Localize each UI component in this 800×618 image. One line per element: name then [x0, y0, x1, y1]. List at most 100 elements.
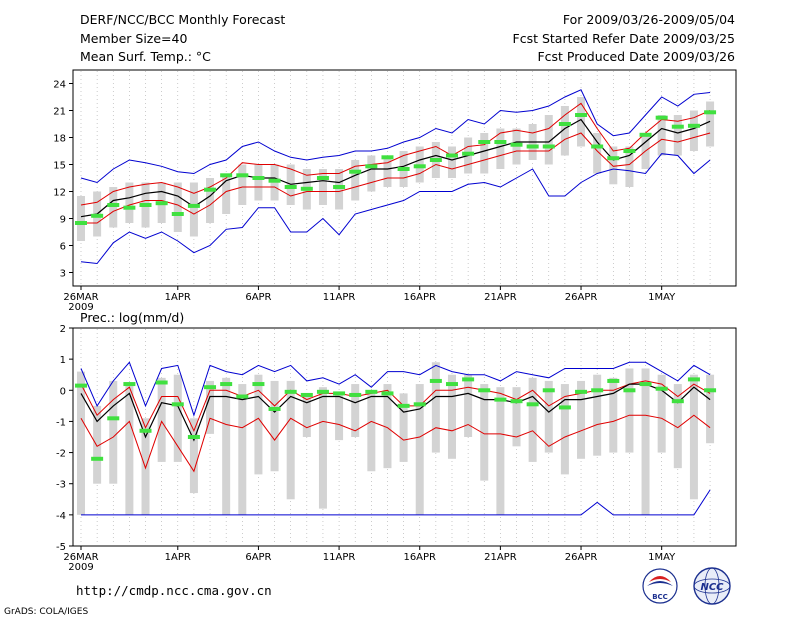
- temp-spread-box: [544, 115, 553, 165]
- temp-climatology-mark: [187, 203, 200, 208]
- prec-xtick-year: 2009: [68, 562, 93, 573]
- prec-climatology-mark: [171, 402, 184, 407]
- ncc-logo-text: NCC: [700, 582, 724, 593]
- temp-climatology-mark: [107, 203, 120, 207]
- prec-xtick-label: 11APR: [323, 552, 356, 563]
- temp-climatology-mark: [123, 205, 136, 210]
- temp-xtick-label: 16APR: [403, 292, 436, 303]
- prec-climatology-mark: [75, 383, 87, 388]
- prec-climatology-mark: [123, 382, 136, 387]
- temp-series-max-line: [80, 89, 711, 184]
- prec-spread-box: [238, 384, 247, 515]
- temp-ytick-label: 15: [53, 161, 66, 172]
- temp-climatology-mark: [284, 185, 297, 189]
- temperature-panel: 3 6 9 12 15 18 21 24 26MAR 1APR 6APR 11APR 16APR 21AP…: [53, 69, 737, 313]
- temp-climatology-mark: [494, 140, 507, 144]
- temp-spread-box: [480, 133, 489, 174]
- temp-climatology-mark: [75, 221, 87, 225]
- prec-climatology-mark: [284, 389, 297, 394]
- prec-climatology-mark: [494, 397, 507, 402]
- temp-spread-box: [673, 115, 682, 156]
- temp-spread-box: [560, 106, 569, 156]
- prec-spread-box: [480, 384, 489, 481]
- website-url: http://cmdp.ncc.cma.gov.cn: [76, 583, 272, 598]
- temp-climatology-mark: [413, 164, 426, 169]
- temp-spread-box: [206, 178, 215, 223]
- temp-spread-box: [367, 155, 376, 192]
- prec-ytick-label: -2: [56, 449, 66, 460]
- prec-climatology-mark: [316, 389, 329, 394]
- prec-spread-box: [528, 377, 537, 462]
- temp-series-mean-line: [80, 118, 711, 218]
- prec-spread-box: [367, 393, 376, 472]
- temp-spread-box: [335, 169, 344, 210]
- prec-spread-box: [254, 374, 263, 475]
- prec-spread-box: [189, 418, 198, 494]
- prec-climatology-mark: [462, 377, 475, 382]
- prec-climatology-mark: [204, 385, 217, 390]
- temp-series-lower-line: [81, 132, 711, 224]
- prec-climatology-mark: [591, 388, 604, 393]
- temp-xtick-label: 26MAR: [63, 292, 98, 303]
- prec-xtick-label: 6APR: [245, 552, 271, 563]
- prec-xtick-label: 26APR: [565, 552, 598, 563]
- prec-spread-box: [512, 387, 521, 447]
- temp-climatology-mark: [300, 186, 313, 191]
- temp-climatology-mark: [510, 142, 523, 147]
- temp-spread-box: [77, 196, 85, 241]
- prec-spread-box: [157, 377, 166, 462]
- temp-spread-box: [706, 101, 715, 147]
- prec-climatology-mark: [413, 402, 426, 407]
- temp-spread-box: [222, 173, 231, 214]
- prec-xtick-label: 1MAY: [648, 552, 676, 563]
- bcc-logo: BCC: [642, 568, 678, 604]
- prec-climatology-mark: [655, 386, 668, 391]
- temp-climatology-mark: [139, 203, 152, 207]
- prec-ytick-label: 2: [60, 324, 66, 335]
- prec-spread-box: [609, 377, 618, 453]
- prec-climatology-mark: [365, 389, 378, 394]
- prec-spread-box: [464, 374, 473, 437]
- prec-spread-box: [399, 393, 408, 462]
- temp-climatology-mark: [252, 176, 265, 180]
- prec-climatology-mark: [445, 382, 458, 387]
- prec-spread-box: [544, 380, 553, 453]
- temp-climatology-mark: [591, 144, 604, 149]
- temp-xtick-label: 11APR: [323, 292, 356, 303]
- temp-spread-box: [254, 164, 263, 201]
- temp-climatology-mark: [575, 113, 588, 117]
- temp-spread-box: [577, 97, 586, 147]
- temp-climatology-mark: [542, 144, 555, 149]
- prec-spread-box: [173, 374, 182, 462]
- temp-ytick-label: 6: [60, 242, 66, 253]
- prec-spread-box: [447, 374, 456, 459]
- temp-xtick-label: 21APR: [484, 292, 517, 303]
- prec-climatology-mark: [542, 388, 555, 393]
- prec-spread-box: [270, 380, 279, 472]
- temp-axes-frame: [72, 69, 737, 287]
- prec-spread-box: [286, 380, 295, 500]
- temp-ytick-label: 18: [53, 134, 66, 145]
- prec-climatology-mark: [107, 416, 120, 421]
- temp-spread-box: [625, 146, 634, 187]
- prec-spread-box: [625, 368, 634, 453]
- prec-ytick-label: 0: [60, 386, 66, 397]
- prec-xtick-label: 16APR: [403, 552, 436, 563]
- temp-ytick-label: 24: [53, 80, 66, 91]
- temp-spread-box: [318, 169, 327, 205]
- forecast-start-date: Fcst Started Refer Date 2009/03/25: [513, 31, 736, 46]
- temp-climatology-mark: [268, 178, 281, 183]
- prec-ytick-label: 1: [60, 355, 66, 366]
- prec-spread-box: [593, 374, 602, 456]
- prec-ytick-label: -1: [56, 417, 66, 428]
- temp-xtick-label: 26APR: [565, 292, 598, 303]
- prec-axes-frame: [72, 327, 737, 547]
- prec-spread-box: [109, 380, 118, 484]
- temp-climatology-mark: [333, 185, 346, 189]
- prec-series-min-line: [81, 489, 711, 516]
- prec-climatology-mark: [526, 402, 539, 407]
- prec-climatology-mark: [575, 389, 588, 394]
- prec-series-lower-line: [80, 414, 711, 473]
- precipitation-panel: -5 -4 -3 -2 -1 0 1 2 26MAR 1APR 6APR 11APR 16APR 21AP…: [56, 310, 737, 573]
- prec-climatology-mark: [300, 392, 313, 397]
